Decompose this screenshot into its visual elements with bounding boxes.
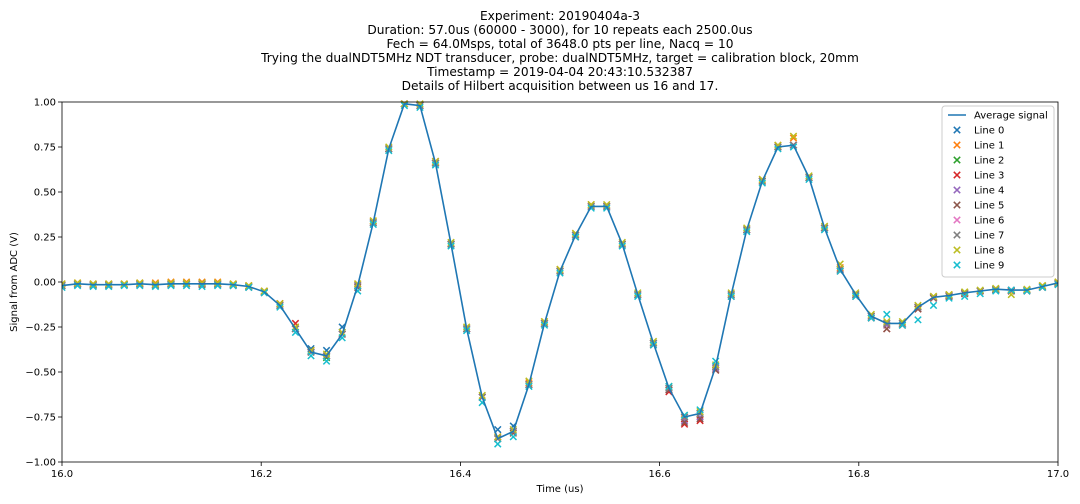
title-line: Fech = 64.0Msps, total of 3648.0 pts per… — [386, 37, 734, 52]
y-tick-label: 0.50 — [34, 188, 56, 199]
legend-label: Average signal — [974, 111, 1048, 122]
title-line: Experiment: 20190404a-3 — [479, 9, 641, 23]
data-point — [62, 281, 66, 290]
data-point — [291, 328, 300, 337]
legend-label: Line 4 — [974, 186, 1004, 197]
y-tick-label: −1.00 — [25, 458, 56, 469]
data-point — [509, 433, 518, 441]
data-point — [883, 310, 891, 319]
average-signal-line — [62, 102, 1058, 440]
legend-label: Line 5 — [974, 201, 1004, 212]
data-point — [338, 334, 346, 342]
data-point — [1023, 285, 1031, 293]
title-line: Details of Hilbert acquisition between u… — [401, 79, 719, 94]
series-line-9 — [62, 101, 1058, 448]
data-point — [322, 357, 331, 365]
title-line: Timestamp = 2019-04-04 20:43:10.532387 — [427, 65, 693, 80]
y-tick-label: −0.50 — [25, 368, 56, 379]
legend-label: Line 8 — [974, 246, 1004, 257]
y-tick-label: 1.00 — [34, 98, 56, 109]
plot-marks — [62, 100, 1058, 448]
legend-label: Line 1 — [974, 141, 1004, 152]
legend-marker — [953, 186, 961, 194]
data-point — [120, 281, 128, 290]
data-point — [167, 279, 175, 287]
legend-label: Line 3 — [974, 171, 1004, 182]
legend-marker — [953, 231, 961, 239]
series-line-0 — [62, 100, 1058, 434]
y-tick-label: 0.25 — [34, 233, 56, 244]
legend-label: Line 6 — [974, 216, 1004, 227]
y-tick-label: 0.00 — [34, 278, 56, 289]
data-point — [73, 279, 82, 287]
x-tick-label: 16.6 — [648, 469, 670, 480]
x-axis-label: Time (us) — [535, 484, 583, 495]
data-point — [914, 301, 922, 310]
legend-marker — [953, 216, 961, 224]
title-line: Trying the dualNDT5MHz NDT transducer, p… — [261, 51, 859, 66]
y-axis-label: Signal from ADC (V) — [9, 232, 20, 332]
legend-box — [941, 105, 1055, 278]
legend-marker — [953, 246, 961, 254]
legend-marker — [953, 261, 961, 269]
x-tick-label: 16.0 — [51, 469, 73, 480]
legend-label: Line 0 — [974, 126, 1004, 137]
axis-ticks: 16.0 16.2 16.4 16.6 16.8 17.0 −1.00 −0.75 −0.50 −… — [25, 98, 1069, 481]
legend-marker — [953, 141, 961, 149]
x-tick-label: 17.0 — [1047, 469, 1069, 480]
data-point — [136, 279, 144, 287]
data-point — [992, 284, 1000, 293]
data-point — [494, 440, 502, 448]
y-tick-label: −0.25 — [25, 323, 56, 334]
legend-label: Line 9 — [974, 261, 1004, 272]
data-point — [914, 316, 922, 324]
data-point — [789, 134, 798, 142]
title-line: Duration: 57.0us (60000 - 3000), for 10 … — [367, 23, 753, 38]
legend-marker — [953, 156, 961, 164]
data-point — [182, 279, 191, 287]
chart-title: Experiment: 20190404a-3 Duration: 57.0us… — [60, 9, 1060, 94]
plot-frame — [61, 101, 1059, 463]
data-point — [960, 292, 969, 301]
data-point — [789, 132, 798, 140]
data-point — [104, 280, 113, 288]
legend-marker — [953, 126, 961, 134]
data-point — [213, 279, 222, 287]
data-point — [1054, 280, 1058, 289]
legend-label: Line 2 — [974, 156, 1004, 167]
legend-marker — [953, 201, 961, 209]
data-point — [867, 314, 875, 322]
data-point — [151, 280, 160, 288]
legend-marker — [953, 171, 961, 179]
data-point — [307, 352, 315, 360]
x-tick-label: 16.2 — [250, 469, 272, 480]
x-tick-label: 16.8 — [848, 469, 870, 480]
data-point — [680, 418, 689, 427]
legend-label: Line 7 — [974, 231, 1004, 242]
data-point — [229, 280, 237, 288]
data-point — [120, 280, 128, 288]
data-point — [245, 283, 253, 292]
data-point — [696, 415, 704, 423]
legend: Average signal Line 0 Line 1 Line 2 Line 3 Li… — [941, 105, 1055, 278]
data-point — [929, 301, 938, 310]
data-point — [229, 281, 237, 290]
y-tick-label: −0.75 — [25, 413, 56, 424]
y-tick-label: 0.75 — [34, 143, 56, 154]
data-point — [89, 280, 97, 288]
data-point — [883, 325, 891, 333]
x-tick-label: 16.4 — [449, 469, 471, 480]
